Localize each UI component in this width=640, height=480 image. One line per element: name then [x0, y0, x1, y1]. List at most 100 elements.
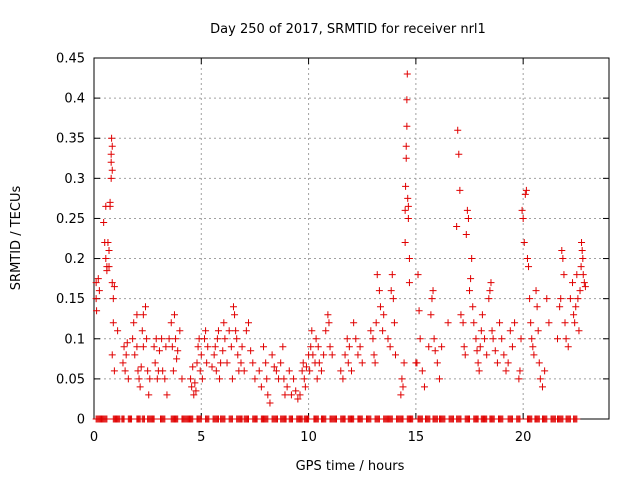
data-point [187, 375, 195, 383]
data-point [402, 154, 410, 162]
data-point [228, 375, 236, 383]
data-point [580, 279, 588, 287]
data-point [95, 287, 103, 295]
data-point [561, 319, 569, 327]
data-point [487, 279, 495, 287]
data-point [312, 335, 320, 343]
data-point [255, 367, 263, 375]
data-point [578, 239, 586, 247]
data-point [461, 351, 469, 359]
data-point [257, 383, 265, 391]
data-point [398, 375, 406, 383]
data-point [264, 391, 272, 399]
data-point [475, 367, 483, 375]
data-point [302, 363, 310, 371]
data-point [400, 359, 408, 367]
data-point [216, 375, 224, 383]
data-point [521, 190, 529, 198]
data-point [350, 319, 358, 327]
data-point [369, 335, 377, 343]
data-point [325, 319, 333, 327]
data-point [579, 255, 587, 263]
data-point [352, 335, 360, 343]
data-point [391, 351, 399, 359]
data-point [358, 359, 366, 367]
data-point [356, 343, 364, 351]
data-point [151, 359, 159, 367]
data-point [107, 158, 115, 166]
data-point [520, 239, 528, 247]
data-point [168, 343, 176, 351]
data-point [136, 383, 144, 391]
data-point [414, 271, 422, 279]
data-point [124, 375, 132, 383]
data-point [519, 214, 527, 222]
data-point [162, 343, 170, 351]
grid-lines [94, 58, 609, 419]
data-point [538, 383, 546, 391]
data-point [427, 311, 435, 319]
data-point [105, 263, 113, 271]
data-point [488, 327, 496, 335]
data-point [435, 375, 443, 383]
data-point [469, 303, 477, 311]
data-point [130, 319, 138, 327]
data-point [535, 359, 543, 367]
data-point [455, 150, 463, 158]
data-point [453, 222, 461, 230]
data-point [529, 343, 537, 351]
data-point [161, 375, 169, 383]
data-point [173, 355, 181, 363]
data-point [220, 319, 228, 327]
data-point [532, 287, 540, 295]
data-point [214, 327, 222, 335]
data-point [105, 247, 113, 255]
data-point [474, 359, 482, 367]
data-point [462, 230, 470, 238]
data-point [463, 206, 471, 214]
data-point [208, 363, 216, 371]
data-point [525, 263, 533, 271]
data-point [133, 311, 141, 319]
data-point [108, 279, 116, 287]
zero-data-point [150, 415, 158, 423]
data-point [579, 271, 587, 279]
data-point [518, 206, 526, 214]
data-point [486, 287, 494, 295]
data-point [240, 367, 248, 375]
data-points [92, 70, 589, 423]
data-point [478, 311, 486, 319]
data-point [504, 359, 512, 367]
data-point [554, 335, 561, 343]
data-point [290, 375, 298, 383]
data-point [388, 271, 396, 279]
data-point [123, 339, 131, 347]
y-tick-label: 0.25 [56, 212, 85, 227]
data-point [468, 255, 476, 263]
data-point [245, 319, 252, 327]
data-point [313, 375, 321, 383]
data-point [102, 255, 110, 263]
data-point [108, 142, 116, 150]
x-tick-label: 5 [197, 430, 205, 445]
data-point [348, 367, 355, 375]
data-point [577, 263, 585, 271]
data-point [108, 166, 116, 174]
data-point [483, 351, 491, 359]
data-point [530, 351, 538, 359]
data-point [415, 307, 423, 315]
data-point [502, 367, 510, 375]
y-tick-label: 0.15 [56, 292, 85, 307]
data-point [429, 287, 437, 295]
data-point [309, 351, 317, 359]
data-point [232, 327, 240, 335]
data-point [210, 351, 218, 359]
data-point [515, 375, 523, 383]
data-point [473, 347, 481, 355]
data-point [135, 375, 143, 383]
data-point [317, 367, 325, 375]
data-point [109, 295, 117, 303]
data-point [145, 391, 153, 399]
data-point [472, 335, 480, 343]
data-point [150, 343, 158, 351]
